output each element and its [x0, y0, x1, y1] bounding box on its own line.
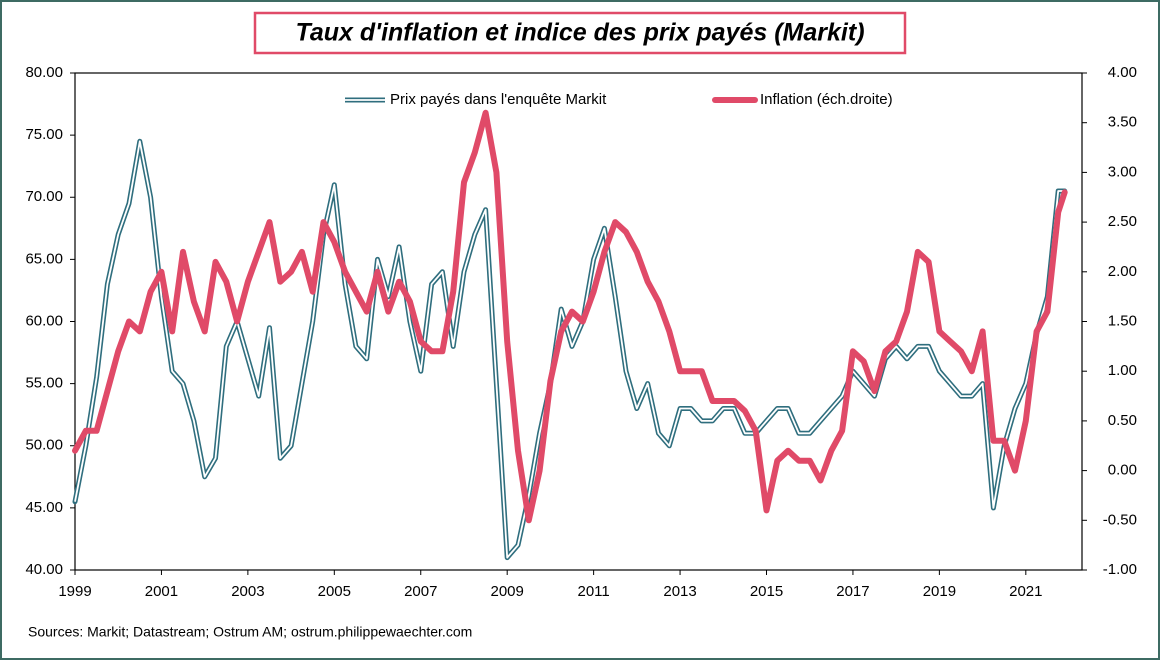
x-tick-label: 2003 [231, 583, 264, 600]
y2-tick-label: -0.50 [1103, 511, 1137, 528]
x-tick-label: 2005 [318, 583, 351, 600]
y2-tick-label: 0.00 [1108, 462, 1137, 479]
title-box [253, 11, 907, 55]
x-tick-label: 2013 [663, 583, 696, 600]
y-tick-label: 65.00 [25, 250, 63, 267]
x-tick-label: 2015 [750, 583, 783, 600]
chart-title: Taux d'inflation et indice des prix payé… [295, 19, 864, 47]
y2-tick-label: 4.00 [1108, 64, 1137, 81]
x-tick-label: 2011 [577, 583, 609, 600]
line-inner [74, 140, 1065, 559]
y-tick-label: 60.00 [25, 312, 63, 329]
x-tick-label: 1999 [58, 583, 91, 600]
x-tick-label: 2017 [836, 583, 869, 600]
x-tick-label: 2007 [404, 583, 437, 600]
y2-tick-label: 1.00 [1108, 362, 1137, 379]
y2-tick-label: -1.00 [1103, 561, 1137, 578]
y-tick-label: 40.00 [25, 561, 63, 578]
y2-tick-label: 3.00 [1108, 163, 1137, 180]
y-tick-label: 80.00 [25, 64, 63, 81]
y-tick-label: 45.00 [25, 499, 63, 516]
y2-tick-label: 2.50 [1108, 213, 1137, 230]
y2-tick-label: 1.50 [1108, 312, 1137, 329]
y-tick-label: 50.00 [25, 437, 63, 454]
y2-tick-label: 3.50 [1108, 114, 1137, 131]
y2-tick-label: 0.50 [1108, 412, 1137, 429]
y-tick-label: 55.00 [25, 375, 63, 392]
legend-label: Prix payés dans l'enquête Markit [390, 91, 607, 108]
x-tick-label: 2009 [491, 583, 524, 600]
y2-tick-label: 2.00 [1108, 263, 1137, 280]
x-tick-label: 2001 [145, 583, 178, 600]
legend-label: Inflation (éch.droite) [760, 91, 893, 108]
source: Sources: Markit; Datastream; Ostrum AM; … [28, 624, 472, 640]
y-tick-label: 75.00 [25, 126, 63, 143]
x-tick-label: 2021 [1009, 583, 1042, 600]
y-tick-label: 70.00 [25, 188, 63, 205]
line-series [72, 109, 1068, 524]
x-tick-label: 2019 [923, 583, 956, 600]
